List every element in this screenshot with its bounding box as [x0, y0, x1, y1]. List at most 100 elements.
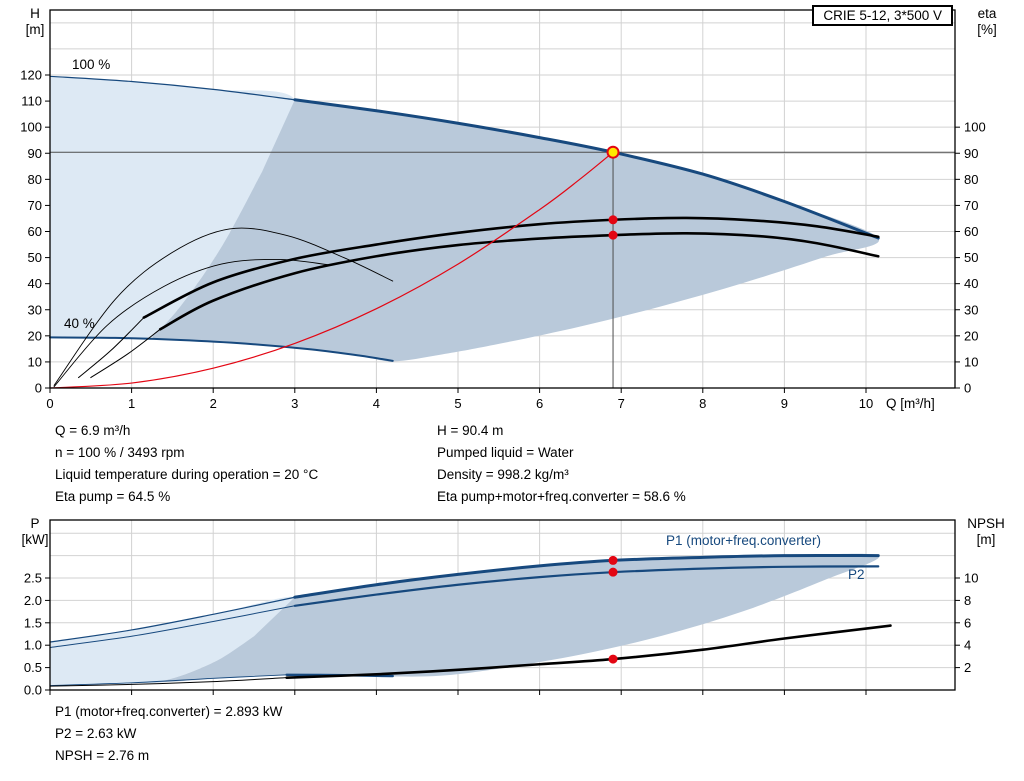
- y-left-tick-label: 80: [28, 172, 42, 187]
- speed-40-label: 40 %: [64, 316, 95, 331]
- x-tick-label: 10: [859, 396, 873, 411]
- y-right-tick-label: 100: [964, 120, 986, 135]
- readout-eta-pump: Eta pump = 64.5 %: [55, 489, 171, 504]
- y-right-tick-label: 10: [964, 571, 978, 586]
- y-left-tick-label: 30: [28, 302, 42, 317]
- npsh-curve: [285, 624, 892, 679]
- readout-q: Q = 6.9 m³/h: [55, 423, 131, 438]
- p1-curve: [293, 553, 880, 599]
- y-right-tick-label: 2: [964, 660, 971, 675]
- y-left-tick-label: 2.5: [24, 571, 42, 586]
- y-right-tick-label: 60: [964, 224, 978, 239]
- p2-curve: [293, 565, 880, 607]
- result-point-marker: [608, 230, 618, 240]
- readout-liquid-temperature: Liquid temperature during operation = 20…: [55, 467, 319, 482]
- readout-p2: P2 = 2.63 kW: [55, 726, 137, 741]
- x-tick-label: 0: [46, 396, 53, 411]
- y-left-tick-label: 2.0: [24, 593, 42, 608]
- y-right-tick-label: 20: [964, 328, 978, 343]
- result-point-marker: [608, 215, 618, 225]
- pump-curve-100: [293, 98, 880, 240]
- y-left-tick-label: 1.5: [24, 615, 42, 630]
- y-left-tick-label: 50: [28, 250, 42, 265]
- plot-frame: [49, 9, 956, 389]
- q-axis-label: Q [m³/h]: [886, 396, 935, 411]
- x-tick-label: 6: [536, 396, 543, 411]
- system-curve: [49, 151, 614, 389]
- y-right-tick-label: 10: [964, 354, 978, 369]
- readout-npsh: NPSH = 2.76 m: [55, 748, 150, 763]
- readout-pumped-liquid: Pumped liquid = Water: [437, 445, 574, 460]
- y-left-tick-label: 60: [28, 224, 42, 239]
- pump-curve-100-ext: [49, 75, 296, 101]
- y-right-tick-label: 90: [964, 146, 978, 161]
- y-right-tick-label: 6: [964, 615, 971, 630]
- result-point-marker: [608, 567, 618, 577]
- speed-range-region: [50, 76, 297, 339]
- readout-p1: P1 (motor+freq.converter) = 2.893 kW: [55, 704, 283, 719]
- p-axis-header: P [kW]: [16, 516, 54, 548]
- p2-curve-label: P2: [848, 567, 865, 582]
- duty-point-marker[interactable]: [606, 145, 620, 159]
- eta-axis-header: eta [%]: [964, 6, 1010, 38]
- readout-head: H = 90.4 m: [437, 423, 504, 438]
- eta-axis-unit: [%]: [977, 22, 997, 37]
- y-left-tick-label: 0: [35, 381, 42, 396]
- p-axis-symbol: P: [30, 516, 40, 531]
- x-tick-label: 8: [699, 396, 706, 411]
- y-right-tick-label: 8: [964, 593, 971, 608]
- power-speed-range-region: [50, 596, 296, 686]
- y-right-tick-label: 30: [964, 302, 978, 317]
- x-tick-label: 9: [781, 396, 788, 411]
- x-tick-label: 5: [454, 396, 461, 411]
- eta-reduced-speed-arc-2: [53, 258, 328, 388]
- eta-total-curve-ext: [90, 328, 161, 379]
- npsh-curve-ext: [49, 677, 288, 687]
- npsh-axis-header: NPSH [m]: [958, 516, 1014, 548]
- result-point-marker: [608, 654, 618, 664]
- y-left-tick-label: 70: [28, 198, 42, 213]
- pump-curve-40: [49, 336, 394, 362]
- y-left-tick-label: 90: [28, 146, 42, 161]
- y-right-tick-label: 40: [964, 276, 978, 291]
- y-right-tick-label: 4: [964, 638, 971, 653]
- y-right-tick-label: 80: [964, 172, 978, 187]
- h-axis-symbol: H: [30, 6, 40, 21]
- readout-eta-total: Eta pump+motor+freq.converter = 58.6 %: [437, 489, 686, 504]
- duty-readout-right: H = 90.4 m Pumped liquid = Water Density…: [437, 420, 686, 508]
- y-left-tick-label: 100: [20, 120, 42, 135]
- y-left-tick-label: 10: [28, 354, 42, 369]
- y-left-tick-label: 0.5: [24, 660, 42, 675]
- eta-pump-curve-ext: [78, 317, 145, 379]
- y-left-tick-label: 110: [21, 94, 42, 109]
- x-tick-label: 7: [618, 396, 625, 411]
- p1-curve-label: P1 (motor+freq.converter): [666, 533, 821, 548]
- readout-density: Density = 998.2 kg/m³: [437, 467, 569, 482]
- speed-100-label: 100 %: [72, 57, 111, 72]
- y-right-tick-label: 0: [964, 381, 971, 396]
- y-left-tick-label: 1.0: [24, 638, 42, 653]
- result-point-marker: [608, 555, 618, 565]
- p2-curve-ext: [49, 605, 296, 648]
- p-axis-unit: [kW]: [21, 532, 49, 547]
- y-right-tick-label: 50: [964, 250, 978, 265]
- npsh-axis-symbol: NPSH: [967, 516, 1005, 531]
- p1-curve-ext: [49, 596, 296, 643]
- npsh-axis-unit: [m]: [976, 532, 996, 547]
- readout-speed: n = 100 % / 3493 rpm: [55, 445, 185, 460]
- eta-total-curve: [158, 232, 880, 331]
- power-readout: P1 (motor+freq.converter) = 2.893 kW P2 …: [55, 701, 282, 767]
- x-tick-label: 3: [291, 396, 298, 411]
- y-right-tick-label: 70: [964, 198, 978, 213]
- y-left-tick-label: 120: [20, 68, 42, 83]
- pump-title-box: CRIE 5-12, 3*500 V: [812, 5, 953, 26]
- power-envelope-region: [151, 553, 880, 683]
- h-axis-unit: [m]: [25, 22, 45, 37]
- x-tick-label: 1: [128, 396, 135, 411]
- y-left-tick-label: 40: [28, 276, 42, 291]
- y-left-tick-label: 20: [28, 328, 42, 343]
- plot-frame: [49, 519, 956, 691]
- x-tick-label: 2: [210, 396, 217, 411]
